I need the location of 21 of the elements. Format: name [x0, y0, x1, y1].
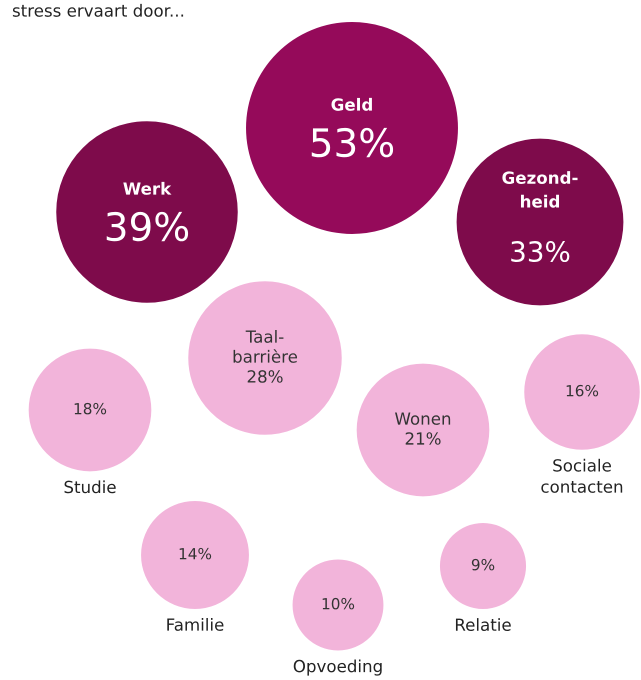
data-label: 10%	[322, 598, 354, 610]
category-label: Taal- barrière	[234, 330, 298, 363]
category-label: Werk	[123, 182, 172, 195]
data-label: 33%	[511, 241, 570, 262]
data-label: 28%	[248, 370, 283, 383]
category-label: Relatie	[456, 618, 511, 631]
category-label: Studie	[64, 480, 116, 494]
data-label: 18%	[74, 402, 106, 414]
category-label: Sociale contacten	[541, 458, 622, 493]
data-label: 9%	[472, 558, 494, 570]
text: stress ervaart door...	[12, 4, 184, 17]
category-label: Wonen	[395, 412, 450, 425]
data-label: 21%	[406, 432, 441, 445]
category-label: Familie	[167, 618, 224, 631]
data-label: 14%	[180, 548, 212, 560]
data-label: 53%	[312, 128, 394, 158]
category-label: Gezond- heid	[502, 171, 578, 208]
category-label: Geld	[332, 98, 372, 111]
data-label: 39%	[106, 212, 188, 242]
category-label: Opvoeding	[294, 659, 382, 676]
data-label: 16%	[566, 384, 598, 396]
